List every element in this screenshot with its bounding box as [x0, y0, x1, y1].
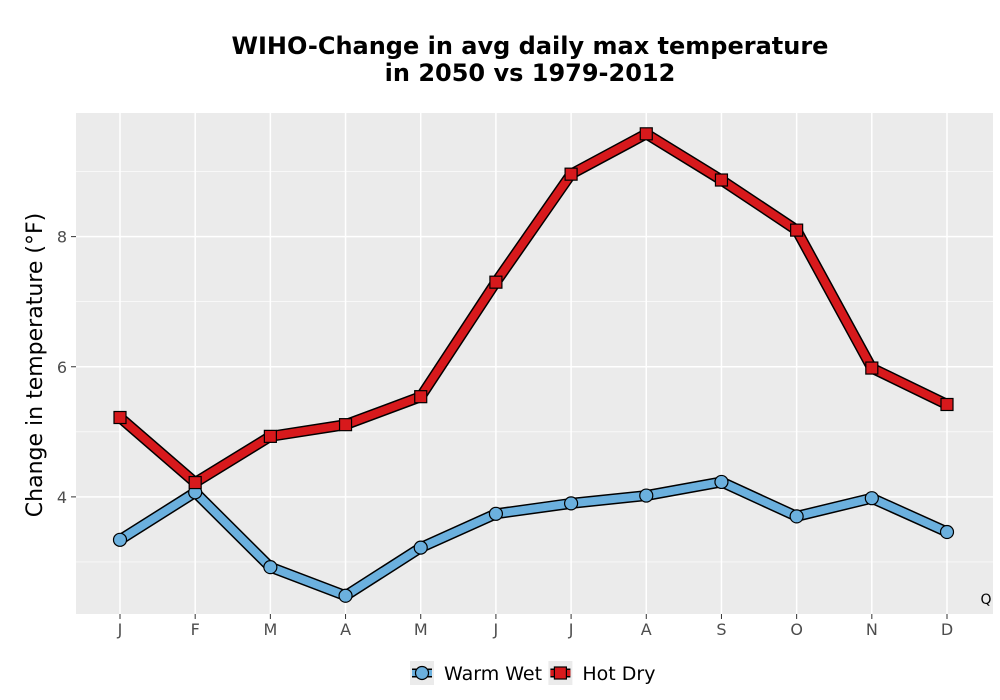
data-point — [563, 496, 579, 511]
data-point — [940, 397, 954, 412]
series-line — [116, 477, 951, 600]
series-hot-dry — [113, 127, 954, 490]
x-tick-label: M — [263, 620, 277, 639]
x-tick-label: J — [493, 620, 499, 639]
y-axis-ticks: 4 6 8 — [57, 228, 76, 507]
data-point — [564, 167, 578, 181]
y-tick-label: 6 — [57, 358, 67, 377]
data-point — [790, 223, 804, 237]
legend: Warm Wet Hot Dry — [410, 661, 655, 685]
x-tick-label: O — [790, 620, 803, 639]
chart-title-line-1: WIHO-Change in avg daily max temperature — [232, 32, 829, 60]
legend-item: Warm Wet — [410, 661, 542, 685]
data-point — [263, 429, 277, 443]
x-tick-label: M — [414, 620, 428, 639]
x-tick-label: A — [641, 620, 652, 639]
legend-item: Hot Dry — [548, 661, 655, 685]
data-point — [112, 532, 128, 547]
data-point — [714, 474, 729, 490]
data-point — [864, 491, 879, 506]
data-point — [489, 275, 503, 289]
legend-key-marker — [414, 665, 430, 681]
data-point — [488, 506, 504, 521]
x-tick-label: D — [941, 620, 953, 639]
series-line — [116, 129, 951, 487]
x-tick-label: J — [117, 620, 123, 639]
data-point — [639, 127, 653, 141]
x-tick-label: A — [340, 620, 351, 639]
x-tick-label: N — [866, 620, 878, 639]
x-tick-label: S — [716, 620, 726, 639]
data-point — [263, 560, 278, 575]
chart-title-line-2: in 2050 vs 1979-2012 — [385, 59, 676, 87]
y-tick-label: 4 — [57, 488, 67, 507]
x-tick-label: F — [191, 620, 200, 639]
data-point — [188, 475, 202, 490]
data-point — [414, 390, 428, 404]
plot-panel — [76, 113, 993, 614]
data-point — [865, 361, 879, 375]
legend-label: Hot Dry — [582, 663, 655, 685]
legend-label: Warm Wet — [444, 663, 542, 685]
series-layer — [112, 127, 955, 603]
y-axis-title: Change in temperature (°F) — [23, 213, 48, 517]
x-tick-label: J — [568, 620, 574, 639]
data-point — [639, 488, 654, 503]
corner-annotation: Q — [980, 592, 991, 608]
data-point — [413, 540, 428, 555]
y-tick-label: 8 — [57, 228, 67, 247]
data-point — [789, 509, 804, 524]
data-point — [714, 173, 729, 187]
data-point — [113, 410, 127, 425]
data-point — [939, 524, 955, 540]
data-point — [338, 418, 353, 432]
data-point — [338, 588, 353, 603]
series-warm-wet — [112, 474, 955, 603]
legend-key-marker — [553, 666, 568, 680]
